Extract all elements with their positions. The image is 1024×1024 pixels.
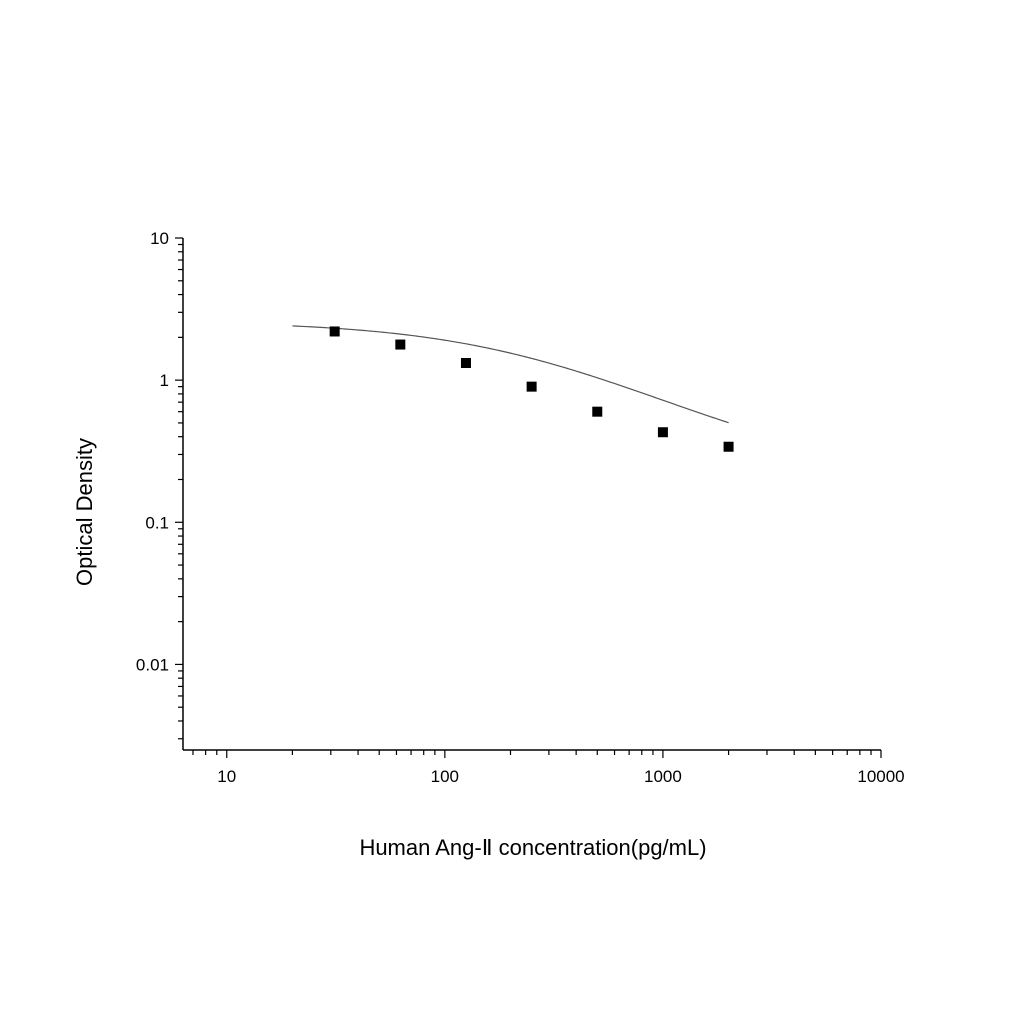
y-tick-label: 0.1: [145, 513, 169, 532]
x-tick-label: 10: [217, 767, 236, 786]
data-point: [592, 406, 603, 417]
tick-labels-layer: 10 100 1000 10000 10 1 0.1 0.01: [136, 229, 905, 786]
x-tick-label: 10000: [857, 767, 904, 786]
axes: [175, 237, 882, 758]
data-points-layer: [329, 326, 734, 452]
data-point: [329, 326, 340, 337]
x-axis-title: Human Ang-Ⅱ concentration(pg/mL): [359, 835, 706, 860]
y-tick-label: 10: [150, 229, 169, 248]
data-point: [657, 427, 668, 438]
y-axis-title: Optical Density: [72, 438, 97, 586]
x-tick-label: 100: [431, 767, 459, 786]
y-tick-label: 1: [160, 371, 169, 390]
data-point: [723, 441, 734, 452]
data-point: [395, 339, 406, 350]
data-point: [526, 381, 537, 392]
data-point: [460, 358, 471, 369]
fit-curve-layer: [292, 325, 729, 424]
x-tick-label: 1000: [644, 767, 682, 786]
fit-curve: [292, 325, 729, 424]
y-tick-label: 0.01: [136, 655, 169, 674]
